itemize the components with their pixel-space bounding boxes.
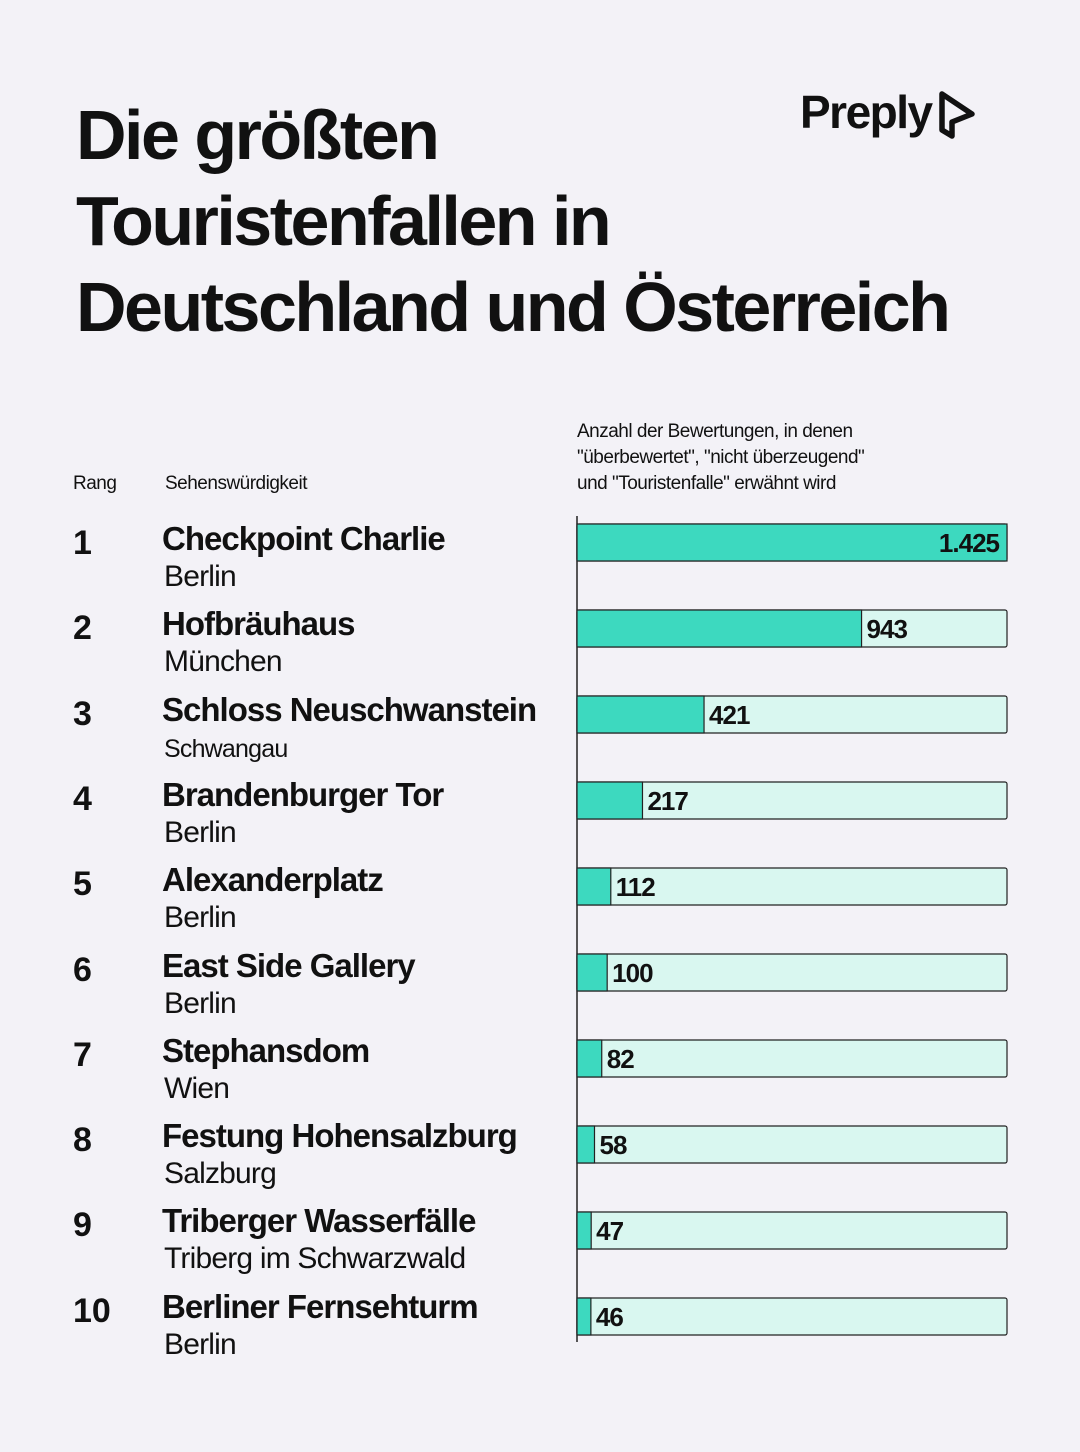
title-line-2: Touristenfallen in (76, 178, 1016, 264)
bar-value-label: 58 (600, 1130, 627, 1160)
bar-value-label: 100 (612, 958, 653, 988)
sight-name: Stephansdom (162, 1032, 369, 1070)
bar-value-label: 112 (616, 872, 655, 902)
sight-city: Berlin (164, 1328, 236, 1362)
sight-city: Berlin (164, 816, 236, 850)
header-rank: Rang (73, 473, 116, 495)
rank-number: 2 (73, 609, 92, 648)
rank-number: 5 (73, 865, 92, 904)
rank-number: 10 (73, 1292, 111, 1331)
rank-number: 9 (73, 1206, 92, 1245)
header-count-line-3: und "Touristenfalle" erwähnt wird (577, 471, 957, 497)
header-count: Anzahl der Bewertungen, in denen "überbe… (577, 419, 957, 497)
sight-city: Triberg im Schwarzwald (164, 1242, 465, 1276)
bar-value-label: 943 (867, 614, 908, 644)
bar (577, 1126, 595, 1163)
bar (577, 696, 704, 733)
bar (577, 954, 607, 991)
bar (577, 1040, 602, 1077)
bar (577, 782, 642, 819)
sight-name: Hofbräuhaus (162, 605, 355, 643)
sight-city: Salzburg (164, 1157, 276, 1191)
bar-value-label: 217 (647, 786, 688, 816)
bar-value-label: 46 (596, 1302, 623, 1332)
sight-name: Festung Hohensalzburg (162, 1117, 517, 1155)
bar-track (577, 1212, 1007, 1249)
sight-name: Triberger Wasserfälle (162, 1202, 475, 1240)
rank-number: 6 (73, 951, 92, 990)
sight-city: Berlin (164, 987, 236, 1021)
bar-track (577, 1126, 1007, 1163)
header-count-line-2: "überbewertet", "nicht überzeugend" (577, 445, 957, 471)
rank-number: 7 (73, 1036, 92, 1075)
sight-city: München (164, 645, 282, 679)
sight-city: Berlin (164, 560, 236, 594)
sight-city: Schwangau (164, 735, 287, 764)
header-count-line-1: Anzahl der Bewertungen, in denen (577, 419, 957, 445)
bar-value-label: 1.425 (939, 528, 1000, 558)
sight-city: Berlin (164, 901, 236, 935)
bar-chart: 1.425 943 421 217 112 100 82 58 47 46 (560, 510, 1020, 1350)
rank-number: 3 (73, 695, 92, 734)
preply-logo: Preply (800, 84, 976, 140)
preply-logo-icon (938, 90, 976, 140)
rank-number: 8 (73, 1121, 92, 1160)
logo-text: Preply (800, 85, 932, 139)
bar (577, 1212, 591, 1249)
sight-name: Alexanderplatz (162, 861, 383, 899)
sight-name: Schloss Neuschwanstein (162, 691, 536, 729)
bar-value-label: 421 (709, 700, 750, 730)
rank-number: 4 (73, 780, 92, 819)
header-sight: Sehenswürdigkeit (165, 473, 307, 495)
bar-track (577, 1298, 1007, 1335)
bar (577, 868, 611, 905)
bar-track (577, 1040, 1007, 1077)
rank-number: 1 (73, 524, 92, 563)
sight-name: Berliner Fernsehturm (162, 1288, 478, 1326)
sight-city: Wien (164, 1072, 229, 1106)
bar-value-label: 82 (607, 1044, 634, 1074)
sight-name: Brandenburger Tor (162, 776, 443, 814)
sight-name: East Side Gallery (162, 947, 415, 985)
bar-value-label: 47 (596, 1216, 623, 1246)
bar (577, 610, 862, 647)
bar (577, 1298, 591, 1335)
title-line-3: Deutschland und Österreich (76, 264, 1016, 350)
sight-name: Checkpoint Charlie (162, 520, 445, 558)
